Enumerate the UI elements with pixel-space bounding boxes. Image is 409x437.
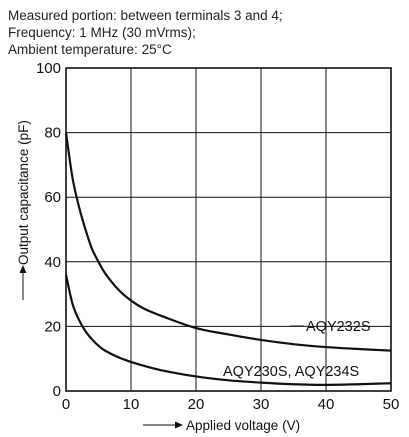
x-tick-label-40: 40 bbox=[318, 396, 335, 413]
y-tick-label-20: 20 bbox=[44, 318, 61, 335]
y-tick-label-80: 80 bbox=[44, 125, 61, 142]
condition-line-2: Frequency: 1 MHz (30 mVrms); bbox=[8, 25, 196, 40]
y-tick-label-60: 60 bbox=[44, 189, 61, 206]
y-tick-label-100: 100 bbox=[36, 60, 61, 77]
x-tick-label-30: 30 bbox=[253, 396, 270, 413]
series-label-aqy232s: AQY232S bbox=[306, 319, 371, 335]
x-tick-label-50: 50 bbox=[383, 396, 400, 413]
plot-frame bbox=[65, 67, 392, 392]
y-axis-label: Output capacitance (pF) bbox=[16, 120, 31, 265]
y-tick-label-0: 0 bbox=[53, 383, 61, 400]
x-tick-label-0: 0 bbox=[62, 396, 70, 413]
grid bbox=[66, 68, 391, 391]
series-line-0 bbox=[64, 132, 392, 352]
tick-labels: 0 10 20 30 40 50 0 20 40 60 80 100 bbox=[36, 60, 399, 413]
x-axis-arrow-head bbox=[175, 421, 183, 429]
series-label-aqy230s-aqy234s: AQY230S, AQY234S bbox=[223, 364, 359, 380]
x-axis-label-group: Applied voltage (V) bbox=[143, 418, 300, 433]
condition-line-3: Ambient temperature: 25°C bbox=[8, 42, 172, 57]
series-line-1 bbox=[64, 274, 392, 386]
y-axis-arrow-head bbox=[19, 265, 27, 273]
x-tick-label-20: 20 bbox=[188, 396, 205, 413]
x-tick-label-10: 10 bbox=[123, 396, 140, 413]
condition-line-1: Measured portion: between terminals 3 an… bbox=[8, 8, 283, 23]
series-lines bbox=[64, 132, 392, 386]
x-axis-label: Applied voltage (V) bbox=[186, 418, 300, 433]
y-tick-label-40: 40 bbox=[44, 254, 61, 271]
y-axis-label-group: Output capacitance (pF) bbox=[16, 120, 31, 300]
